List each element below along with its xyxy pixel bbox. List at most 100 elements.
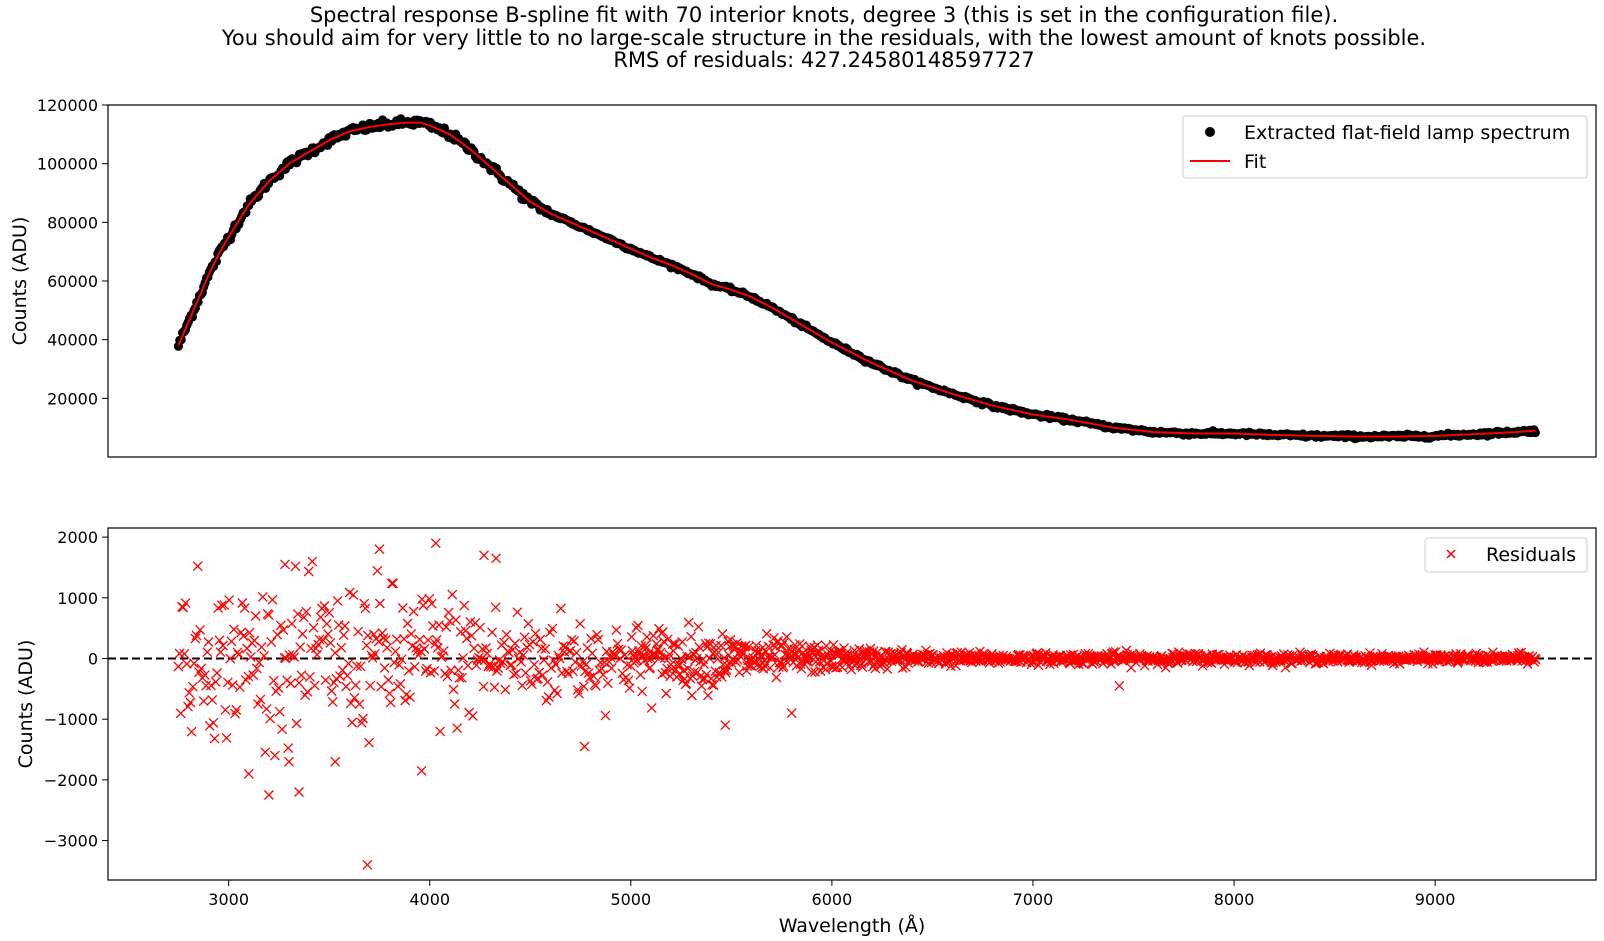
residual-marker	[209, 733, 220, 744]
y-tick-label: 2000	[57, 528, 98, 547]
residual-marker	[868, 646, 879, 657]
residual-marker	[192, 561, 203, 572]
residual-marker	[703, 690, 713, 701]
residual-marker	[622, 659, 633, 670]
legend-box	[1182, 115, 1588, 179]
residual-marker	[411, 642, 422, 653]
residual-marker	[598, 669, 609, 680]
residual-marker	[756, 649, 767, 660]
residual-marker	[760, 660, 771, 671]
residual-marker	[184, 687, 195, 698]
residual-marker	[578, 681, 589, 692]
residual-marker	[350, 680, 361, 691]
residual-marker	[495, 658, 506, 669]
residual-marker	[321, 618, 332, 629]
residual-marker	[370, 648, 380, 659]
residual-marker	[563, 668, 574, 679]
residual-marker	[693, 621, 704, 632]
y-axis-label: Counts (ADU)	[9, 217, 31, 346]
residual-marker	[441, 622, 452, 632]
residual-marker	[253, 699, 263, 709]
residual-marker	[542, 676, 553, 687]
residual-marker	[297, 629, 308, 639]
residual-marker	[682, 651, 693, 662]
residual-marker	[508, 669, 519, 680]
residual-marker	[208, 717, 219, 728]
residual-marker	[374, 544, 385, 555]
residual-marker	[348, 589, 359, 600]
legend-point-marker	[1205, 127, 1215, 137]
residual-marker	[256, 642, 267, 653]
residual-marker	[487, 627, 498, 638]
residual-marker	[779, 637, 790, 648]
residual-marker	[383, 675, 394, 685]
residual-marker	[624, 683, 635, 694]
residual-marker	[304, 671, 315, 682]
residual-marker	[786, 708, 797, 719]
residual-marker	[284, 756, 294, 767]
residual-marker	[430, 538, 441, 549]
title-line-1: Spectral response B-spline fit with 70 i…	[310, 3, 1338, 27]
residual-marker	[554, 653, 565, 664]
residual-marker	[449, 699, 460, 709]
residual-marker	[458, 652, 469, 663]
residual-marker	[233, 649, 244, 660]
residual-marker	[298, 612, 309, 623]
residual-marker	[725, 634, 736, 645]
residual-marker	[626, 631, 637, 642]
residual-marker	[266, 637, 277, 648]
x-tick-label: 5000	[610, 890, 651, 909]
residual-marker	[365, 680, 376, 691]
residual-marker	[385, 697, 396, 708]
residual-marker	[308, 622, 319, 633]
residual-marker	[619, 650, 630, 660]
residual-marker	[431, 634, 442, 645]
residual-marker	[302, 686, 313, 697]
residual-marker	[511, 668, 522, 679]
residual-marker	[717, 629, 728, 639]
residual-marker	[771, 672, 782, 683]
residual-marker	[432, 642, 443, 653]
residual-marker	[207, 694, 218, 705]
residual-marker	[362, 859, 373, 870]
residual-marker	[769, 649, 780, 660]
x-axis-label: Wavelength (Å)	[779, 914, 926, 937]
residual-marker	[285, 678, 296, 689]
residual-marker	[275, 620, 286, 631]
residual-marker	[523, 618, 534, 629]
residual-marker	[657, 669, 668, 680]
residual-marker	[517, 680, 528, 691]
residual-marker	[448, 684, 459, 695]
residual-marker	[292, 609, 303, 620]
residual-marker	[295, 642, 306, 653]
residual-marker	[507, 644, 518, 655]
residual-marker	[552, 688, 563, 699]
residual-marker	[551, 659, 561, 670]
residual-marker	[566, 634, 577, 645]
residual-marker	[438, 645, 449, 656]
residual-marker	[408, 606, 419, 617]
residual-marker	[255, 694, 266, 705]
residual-marker	[670, 639, 680, 650]
x-tick-label: 9000	[1415, 890, 1456, 909]
x-tick-label: 8000	[1214, 890, 1255, 909]
residual-marker	[206, 680, 216, 691]
legend-label-fit: Fit	[1244, 151, 1266, 173]
residual-marker	[390, 646, 401, 657]
residual-marker	[579, 741, 590, 752]
residual-marker	[347, 717, 358, 728]
residual-marker	[570, 657, 581, 668]
residual-marker	[239, 603, 250, 614]
residual-marker	[263, 790, 274, 800]
residual-marker	[537, 670, 548, 681]
residual-marker	[268, 675, 279, 686]
residual-marker	[294, 677, 304, 688]
residual-marker	[230, 708, 241, 719]
residual-marker	[493, 663, 504, 673]
residual-marker	[290, 561, 301, 572]
residual-marker	[732, 637, 742, 648]
residual-marker	[1280, 662, 1291, 673]
residual-marker	[274, 706, 285, 717]
residual-marker	[532, 673, 543, 684]
